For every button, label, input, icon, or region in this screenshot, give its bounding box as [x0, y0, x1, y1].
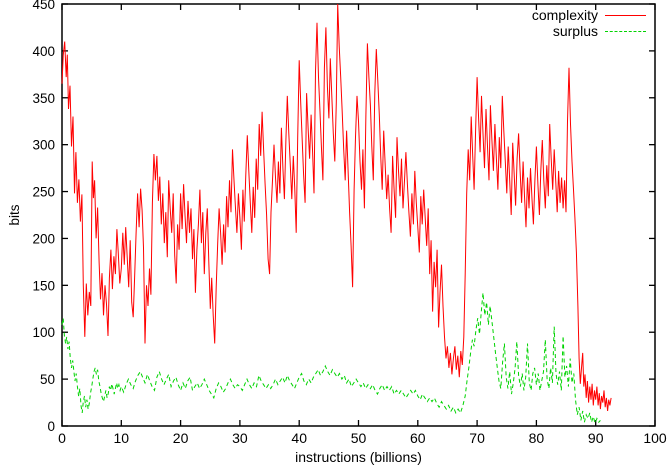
- legend-item-complexity: complexity: [532, 7, 646, 23]
- y-tick-label: 400: [32, 44, 55, 59]
- y-tick-label: 300: [32, 138, 55, 153]
- x-tick-label: 20: [173, 430, 189, 446]
- surplus-line: [61, 292, 601, 425]
- legend-label-surplus: surplus: [552, 23, 598, 39]
- x-tick-label: 10: [114, 430, 130, 446]
- y-tick-label: 100: [32, 325, 55, 340]
- y-axis-title: bits: [7, 204, 22, 226]
- surplus-line-sample: [605, 30, 646, 32]
- x-tick-label: 0: [58, 430, 66, 446]
- plot-border: [61, 3, 656, 427]
- complexity-line: [61, 3, 612, 412]
- x-tick-label: 70: [469, 430, 485, 446]
- x-tick-label: 100: [643, 430, 667, 446]
- x-tick-label: 50: [351, 430, 367, 446]
- x-tick-label: 30: [232, 430, 248, 446]
- x-tick-label: 60: [410, 430, 426, 446]
- x-tick-label: 80: [529, 430, 545, 446]
- y-tick-label: 50: [40, 372, 55, 387]
- x-axis-title: instructions (billions): [295, 449, 422, 465]
- y-tick-label: 250: [32, 185, 55, 200]
- y-tick-label: 200: [32, 231, 55, 246]
- y-tick-label: 150: [32, 278, 55, 293]
- x-tick-label: 90: [588, 430, 604, 446]
- y-tick-label: 0: [47, 419, 55, 434]
- y-tick-label: 450: [32, 0, 55, 12]
- x-tick-label: 40: [291, 430, 307, 446]
- legend-item-surplus: surplus: [532, 23, 646, 39]
- y-tick-label: 350: [32, 91, 55, 106]
- legend: complexity surplus: [532, 7, 646, 39]
- legend-label-complexity: complexity: [531, 7, 598, 23]
- complexity-line-sample: [605, 14, 646, 16]
